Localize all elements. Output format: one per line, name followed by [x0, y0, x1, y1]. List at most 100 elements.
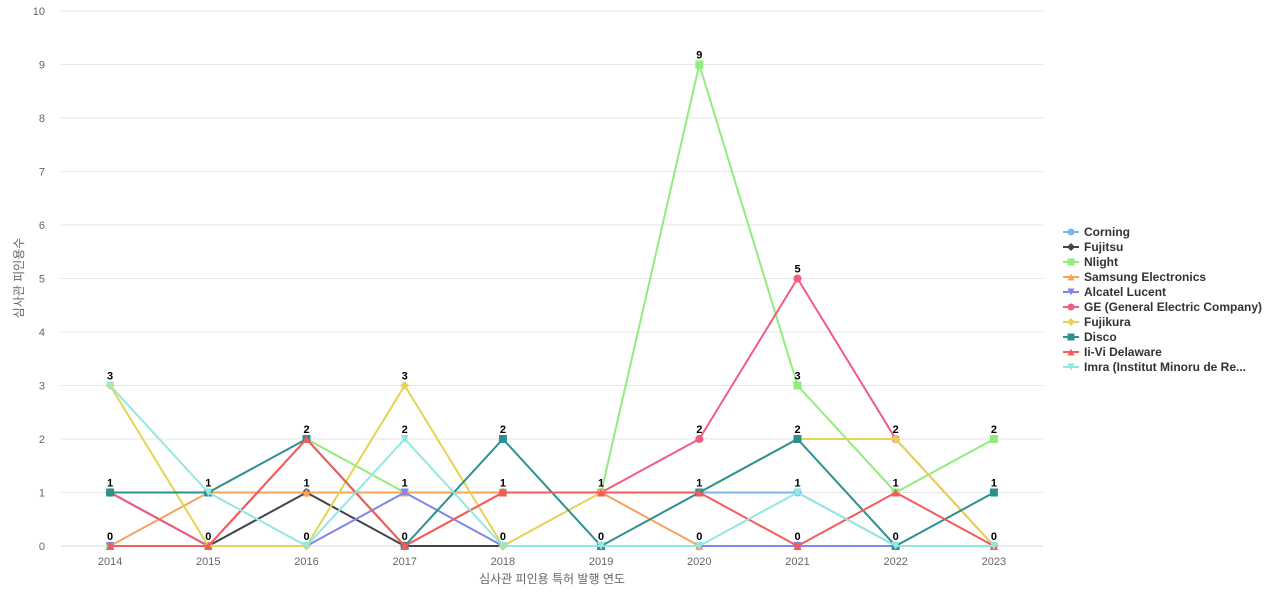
- data-point[interactable]: [695, 542, 704, 550]
- series-line[interactable]: [109, 277, 995, 547]
- data-point[interactable]: [597, 488, 606, 497]
- data-label: 9: [696, 50, 702, 62]
- legend-item[interactable]: Fujitsu: [1062, 239, 1262, 254]
- data-point[interactable]: [891, 434, 901, 444]
- legend-swatch: [1063, 228, 1079, 235]
- data-label: 2: [696, 424, 702, 436]
- legend-marker: [1067, 228, 1075, 235]
- y-tick-label: 3: [39, 381, 45, 393]
- data-label: 0: [303, 531, 309, 543]
- data-label: 5: [794, 264, 800, 276]
- data-label: 0: [991, 531, 997, 543]
- legend-item[interactable]: Nlight: [1062, 254, 1262, 269]
- data-label: 3: [402, 371, 408, 383]
- x-tick-label: 2016: [294, 556, 318, 568]
- series-lines: [105, 60, 999, 551]
- data-point[interactable]: [106, 488, 115, 497]
- data-point[interactable]: [400, 435, 409, 443]
- legend-item[interactable]: Imra (Institut Minoru de Re...: [1062, 359, 1262, 374]
- data-label: 3: [107, 371, 113, 383]
- y-tick-label: 8: [39, 113, 45, 125]
- legend-label: Corning: [1084, 224, 1130, 239]
- data-point[interactable]: [106, 542, 115, 550]
- data-point[interactable]: [302, 542, 311, 550]
- data-label: 0: [205, 531, 211, 543]
- legend-item[interactable]: Corning: [1062, 224, 1262, 239]
- data-point[interactable]: [891, 488, 900, 497]
- series: [106, 381, 998, 550]
- legend-label: Alcatel Lucent: [1084, 284, 1167, 299]
- series: [105, 381, 999, 551]
- legend-item[interactable]: Ii-Vi Delaware: [1062, 344, 1262, 359]
- data-point[interactable]: [695, 60, 704, 69]
- data-point[interactable]: [891, 542, 900, 550]
- data-point[interactable]: [106, 381, 115, 390]
- legend-label: Imra (Institut Minoru de Re...: [1084, 359, 1247, 374]
- legend-swatch: [1063, 288, 1079, 295]
- data-label: 0: [794, 531, 800, 543]
- data-point[interactable]: [498, 488, 507, 497]
- data-point[interactable]: [695, 435, 704, 443]
- legend-marker: [1067, 363, 1075, 370]
- legend-item[interactable]: Samsung Electronics: [1062, 269, 1262, 284]
- x-tick-label: 2022: [883, 556, 907, 568]
- legend-marker: [1067, 303, 1075, 310]
- y-tick-label: 7: [39, 167, 45, 179]
- data-label: 3: [794, 371, 800, 383]
- data-point[interactable]: [695, 488, 704, 497]
- y-tick-label: 10: [33, 6, 45, 18]
- data-point[interactable]: [400, 381, 410, 390]
- legend-marker: [1067, 317, 1075, 326]
- series-line[interactable]: [109, 384, 995, 547]
- data-point[interactable]: [302, 435, 311, 443]
- data-label: 0: [893, 531, 899, 543]
- data-label: 1: [598, 478, 604, 490]
- data-point[interactable]: [498, 435, 507, 443]
- data-point[interactable]: [400, 542, 409, 550]
- legend-marker: [1067, 348, 1075, 355]
- x-axis-title: 심사관 피인용 특허 발행 연도: [479, 571, 625, 586]
- data-point[interactable]: [302, 488, 311, 497]
- legend-swatch: [1063, 348, 1079, 355]
- series-line[interactable]: [109, 384, 995, 547]
- data-point[interactable]: [204, 542, 213, 550]
- y-tick-label: 0: [39, 541, 45, 553]
- data-label: 1: [893, 478, 899, 490]
- y-tick-label: 6: [39, 220, 45, 232]
- data-point[interactable]: [400, 488, 409, 497]
- legend-label: Samsung Electronics: [1084, 269, 1207, 284]
- legend-label: Disco: [1084, 329, 1117, 344]
- data-point[interactable]: [793, 435, 802, 443]
- legend-item[interactable]: GE (General Electric Company): [1062, 299, 1262, 314]
- legend-swatch: [1063, 273, 1079, 280]
- data-label: 1: [107, 478, 113, 490]
- data-point[interactable]: [989, 435, 998, 443]
- x-axis-ticks: 2014 2015 2016 2017 2018 2019 2020 2021 2022 2023: [98, 556, 1006, 568]
- data-label: 2: [991, 424, 997, 436]
- legend-swatch: [1063, 317, 1079, 326]
- y-tick-label: 9: [39, 60, 45, 72]
- data-label: 0: [500, 531, 506, 543]
- data-point[interactable]: [793, 542, 802, 550]
- legend-item[interactable]: Disco: [1062, 329, 1262, 344]
- legend-marker: [1067, 333, 1075, 340]
- data-point[interactable]: [793, 274, 802, 283]
- data-label: 1: [696, 478, 702, 490]
- legend-item[interactable]: Fujikura: [1062, 314, 1262, 329]
- x-tick-label: 2019: [589, 556, 613, 568]
- data-label: 1: [205, 478, 211, 490]
- legend-item[interactable]: Alcatel Lucent: [1062, 284, 1262, 299]
- data-point[interactable]: [989, 542, 998, 550]
- data-point[interactable]: [498, 542, 507, 550]
- data-point[interactable]: [793, 381, 802, 390]
- x-tick-label: 2015: [196, 556, 220, 568]
- data-point[interactable]: [989, 488, 998, 497]
- x-tick-label: 2021: [785, 556, 809, 568]
- data-point[interactable]: [204, 488, 213, 497]
- data-point[interactable]: [597, 542, 606, 550]
- data-point[interactable]: [793, 488, 802, 497]
- legend-swatch: [1063, 303, 1079, 310]
- y-axis-ticks: 0 1 2 3 4 5 6 7 8 9 10: [33, 6, 45, 553]
- legend-label: Fujitsu: [1084, 239, 1124, 254]
- legend-swatch: [1063, 258, 1079, 265]
